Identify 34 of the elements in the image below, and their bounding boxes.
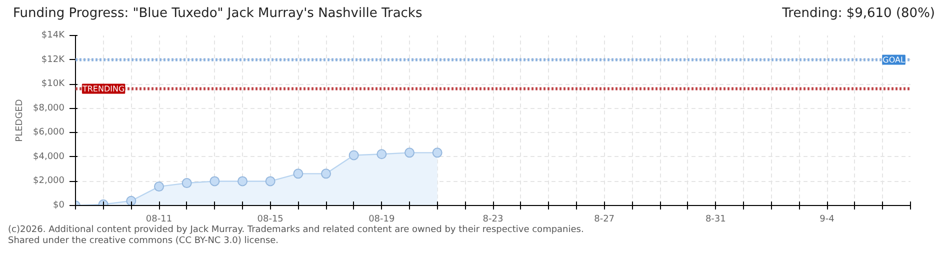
x-tick-label: 08-15 <box>257 214 284 224</box>
y-tick-label: $10K <box>41 78 66 89</box>
x-tick-label: 08-19 <box>368 214 396 224</box>
x-tick-label: 9-4 <box>820 214 835 224</box>
y-tick-label: $8,000 <box>33 102 65 113</box>
ref-line-label: TRENDING <box>81 84 125 93</box>
y-tick-label: $14K <box>41 30 66 40</box>
x-tick-label: 08-11 <box>146 214 172 224</box>
text: (c)2026. Additional content provided by Jack Murray. Trademarks and related content are owned by their respective companies. <box>8 224 584 236</box>
x-tick-label: 8-31 <box>705 214 726 224</box>
point <box>404 147 414 158</box>
point <box>265 176 276 186</box>
point <box>432 147 442 158</box>
point <box>376 148 387 159</box>
text: Shared under the creative commons (CC BY-NC 3.0) license. <box>8 236 279 247</box>
y-axis-title: PLEDGED <box>15 98 26 142</box>
point <box>182 178 192 188</box>
point <box>293 168 304 178</box>
point <box>126 195 136 206</box>
point <box>321 168 331 178</box>
x-tick-label: 8-27 <box>594 214 615 224</box>
x-tick-label: 8-23 <box>482 214 504 224</box>
point <box>210 176 220 186</box>
y-tick-label: $12K <box>41 54 66 64</box>
y-tick-label: $4,000 <box>33 151 65 162</box>
y-tick-label: $6,000 <box>33 127 65 138</box>
y-tick-label: $0 <box>53 200 65 210</box>
text: Trending: $9,610 (80%) <box>782 5 935 23</box>
point <box>238 176 248 186</box>
y-tick-label: $2,000 <box>33 176 65 186</box>
point <box>348 150 359 160</box>
chart-title: Funding Progress: "Blue Tuxedo" Jack Murray's Nashville Tracks <box>13 5 422 23</box>
ref-line-label: GOAL <box>882 54 906 64</box>
point <box>154 181 164 192</box>
